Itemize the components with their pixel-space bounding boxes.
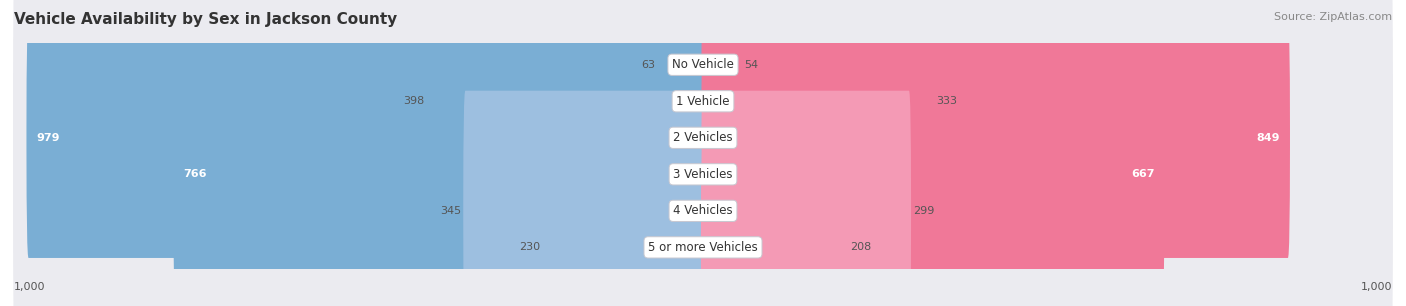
FancyBboxPatch shape — [14, 11, 1392, 264]
Text: 766: 766 — [184, 169, 207, 179]
Text: 1,000: 1,000 — [1361, 282, 1392, 292]
FancyBboxPatch shape — [14, 121, 1392, 306]
FancyBboxPatch shape — [427, 0, 704, 222]
FancyBboxPatch shape — [14, 84, 1392, 306]
FancyBboxPatch shape — [463, 91, 704, 306]
Text: 63: 63 — [641, 60, 655, 70]
FancyBboxPatch shape — [702, 18, 1289, 258]
Text: 3 Vehicles: 3 Vehicles — [673, 168, 733, 181]
Text: 2 Vehicles: 2 Vehicles — [673, 131, 733, 144]
Text: 345: 345 — [440, 206, 461, 216]
Text: 299: 299 — [912, 206, 935, 216]
FancyBboxPatch shape — [658, 0, 704, 185]
Text: 208: 208 — [851, 242, 872, 252]
Text: 4 Vehicles: 4 Vehicles — [673, 204, 733, 217]
Text: 667: 667 — [1130, 169, 1154, 179]
FancyBboxPatch shape — [702, 91, 911, 306]
Text: 398: 398 — [404, 96, 425, 106]
Text: 333: 333 — [936, 96, 957, 106]
FancyBboxPatch shape — [173, 54, 704, 294]
FancyBboxPatch shape — [27, 18, 704, 258]
FancyBboxPatch shape — [702, 0, 742, 185]
FancyBboxPatch shape — [14, 0, 1392, 228]
Text: 1,000: 1,000 — [14, 282, 45, 292]
FancyBboxPatch shape — [702, 127, 848, 306]
Text: 1 Vehicle: 1 Vehicle — [676, 95, 730, 108]
FancyBboxPatch shape — [14, 48, 1392, 301]
Text: Source: ZipAtlas.com: Source: ZipAtlas.com — [1274, 12, 1392, 22]
Text: 54: 54 — [744, 60, 758, 70]
FancyBboxPatch shape — [702, 54, 1164, 294]
FancyBboxPatch shape — [14, 0, 1392, 191]
Legend: Male, Female: Male, Female — [641, 304, 765, 306]
Text: Vehicle Availability by Sex in Jackson County: Vehicle Availability by Sex in Jackson C… — [14, 12, 398, 27]
Text: 230: 230 — [519, 242, 540, 252]
Text: 5 or more Vehicles: 5 or more Vehicles — [648, 241, 758, 254]
Text: 849: 849 — [1256, 133, 1279, 143]
Text: No Vehicle: No Vehicle — [672, 58, 734, 71]
Text: 979: 979 — [37, 133, 60, 143]
FancyBboxPatch shape — [702, 0, 935, 222]
FancyBboxPatch shape — [543, 127, 704, 306]
